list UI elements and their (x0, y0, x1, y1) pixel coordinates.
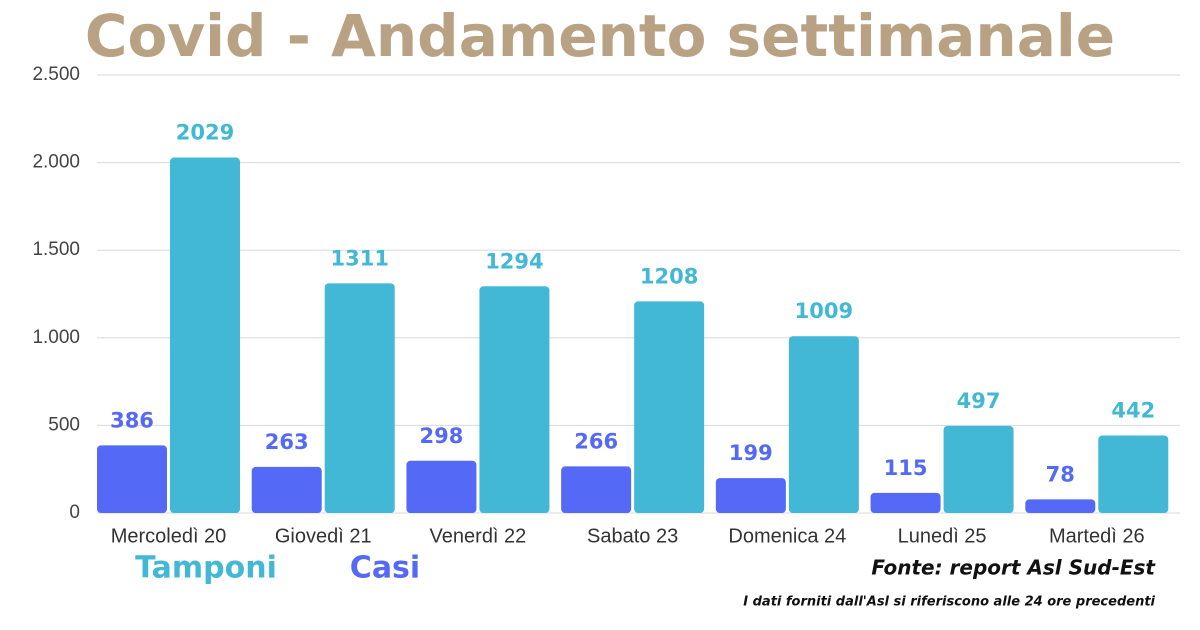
bar (634, 301, 705, 513)
value-label: 1294 (485, 249, 543, 273)
bar (561, 466, 632, 513)
y-tick-label: 1.000 (32, 327, 80, 348)
value-label: 266 (574, 429, 618, 453)
x-tick-label: Venerdì 22 (430, 525, 527, 547)
bar (1025, 499, 1096, 513)
value-label: 263 (265, 430, 309, 454)
chart-title: Covid - Andamento settimanale (85, 2, 1115, 70)
x-tick-label: Sabato 23 (587, 525, 678, 547)
value-label: 2029 (176, 121, 234, 145)
value-label: 298 (420, 424, 464, 448)
value-label: 1208 (640, 264, 698, 288)
value-label: 442 (1111, 399, 1155, 423)
value-label: 497 (957, 389, 1001, 413)
y-tick-label: 2.000 (32, 152, 80, 173)
value-label: 115 (884, 456, 928, 480)
value-label: 1009 (795, 299, 853, 323)
y-tick-label: 1.500 (32, 239, 80, 260)
legend-label: Tamponi (135, 551, 277, 586)
bar (1098, 435, 1169, 513)
bar (943, 425, 1014, 513)
bar (788, 336, 859, 513)
x-tick-label: Giovedì 21 (275, 525, 372, 547)
value-label: 1311 (330, 246, 388, 270)
y-tick-label: 500 (48, 414, 80, 435)
value-label: 78 (1046, 462, 1075, 486)
y-tick-label: 0 (69, 502, 80, 523)
note: I dati forniti dall'Asl si riferiscono a… (743, 595, 1155, 610)
bar (170, 157, 240, 513)
x-tick-label: Domenica 24 (728, 525, 846, 547)
x-tick-label: Mercoledì 20 (111, 525, 227, 547)
bar (406, 460, 477, 513)
value-label: 386 (110, 408, 154, 432)
legend-label: Casi (350, 551, 420, 586)
x-tick-label: Martedì 26 (1049, 525, 1145, 547)
bar (251, 466, 322, 513)
x-tick-label: Lunedì 25 (898, 525, 987, 547)
bar (479, 286, 550, 513)
bar (97, 445, 167, 513)
bar (870, 492, 941, 513)
bar (324, 283, 395, 513)
bar (715, 478, 786, 513)
value-label: 199 (729, 441, 773, 465)
source: Fonte: report Asl Sud-Est (871, 556, 1156, 580)
y-tick-label: 2.500 (32, 64, 80, 85)
